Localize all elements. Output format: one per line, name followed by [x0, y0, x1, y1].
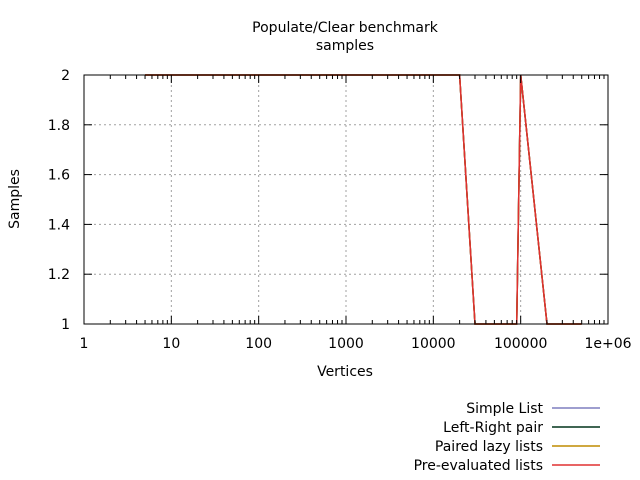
series-line-left-right-pair	[145, 74, 582, 325]
y-tick-label: 1.6	[48, 168, 70, 184]
series-lines	[145, 74, 582, 325]
x-tick-label: 100000	[494, 336, 547, 352]
chart-title: Populate/Clear benchmark	[252, 20, 439, 36]
x-tick-label: 10000	[411, 336, 456, 352]
y-axis-label: Samples	[7, 169, 23, 229]
y-tick-label: 1.2	[48, 267, 70, 283]
ticks: 1 10 100 1000 10000 100000 1e+06 1 1.2 1.4 1.6 1.8 2	[48, 68, 632, 352]
legend: Simple List Left-Right pair Paired lazy li…	[414, 401, 600, 474]
x-tick-label: 1000	[328, 336, 364, 352]
legend-label-simple-list: Simple List	[466, 401, 543, 417]
series-line-simple-list	[145, 74, 582, 325]
grid	[84, 75, 608, 324]
x-tick-label: 1	[80, 336, 89, 352]
legend-label-paired-lazy-lists: Paired lazy lists	[435, 439, 543, 455]
chart-subtitle: samples	[316, 38, 374, 54]
x-tick-label: 100	[245, 336, 272, 352]
x-tick-label: 10	[162, 336, 180, 352]
y-tick-label: 1.8	[48, 118, 70, 134]
legend-label-left-right-pair: Left-Right pair	[443, 420, 543, 436]
x-axis-label: Vertices	[317, 364, 373, 380]
y-tick-label: 1	[61, 317, 70, 333]
legend-label-pre-evaluated-lists: Pre-evaluated lists	[414, 458, 543, 474]
y-tick-label: 2	[61, 68, 70, 84]
series-line-pre-evaluated-lists	[145, 74, 582, 325]
y-tick-label: 1.4	[48, 217, 70, 233]
series-line-paired-lazy-lists	[145, 74, 582, 325]
x-tick-label: 1e+06	[584, 336, 631, 352]
